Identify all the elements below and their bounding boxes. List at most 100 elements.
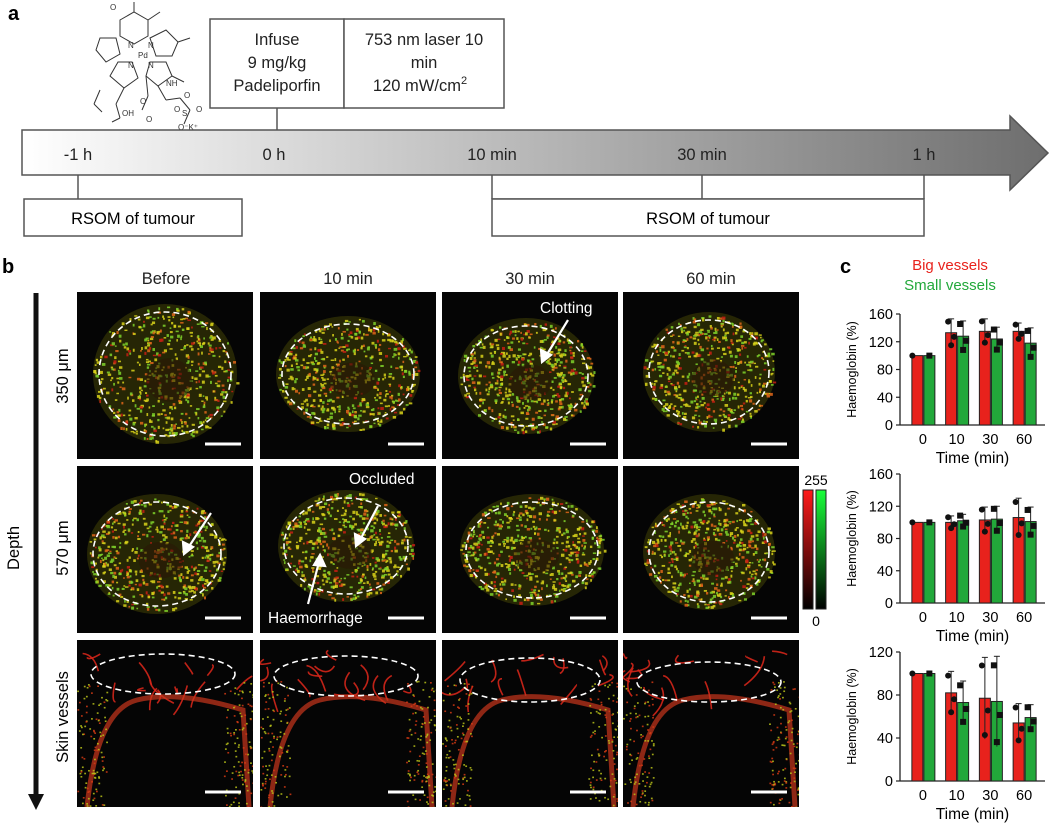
row-label-570um: 570 μm bbox=[54, 520, 72, 575]
image-grid bbox=[77, 292, 799, 807]
data-point bbox=[996, 711, 1003, 718]
atom-label: O bbox=[110, 3, 116, 12]
y-tick-label: 160 bbox=[869, 307, 893, 323]
data-point bbox=[963, 519, 970, 526]
x-axis-label: Time (min) bbox=[936, 450, 1009, 467]
annotation-clotting: Clotting bbox=[540, 300, 593, 317]
structure-atom-labels: N N N N Pd O O NH OH O O S O O O⁻K⁺ bbox=[110, 3, 202, 132]
x-tick-label: 30 bbox=[982, 788, 998, 804]
panel-c-letter: c bbox=[840, 256, 851, 278]
infuse-line-3: Padeliporfin bbox=[233, 77, 320, 95]
data-point bbox=[978, 318, 985, 325]
column-header-10min: 10 min bbox=[323, 270, 373, 288]
data-point bbox=[984, 332, 991, 339]
x-tick-label: 0 bbox=[919, 610, 927, 626]
bar-small-vessels bbox=[923, 521, 936, 604]
timeline-label-1h: 1 h bbox=[913, 146, 936, 164]
data-point bbox=[948, 709, 955, 716]
y-tick-label: 120 bbox=[869, 645, 893, 661]
data-point bbox=[951, 333, 958, 340]
data-point bbox=[1024, 506, 1031, 513]
data-point bbox=[981, 339, 988, 346]
bar-chart: 0 40 80 120 Haemoglobin (%) Time (min) 0 10 30 60 bbox=[845, 645, 1045, 823]
data-point bbox=[1024, 704, 1031, 711]
data-point bbox=[909, 670, 916, 677]
data-point bbox=[1015, 531, 1022, 538]
data-point bbox=[963, 337, 970, 344]
data-point bbox=[984, 520, 991, 527]
y-tick-label: 120 bbox=[869, 499, 893, 515]
bar-chart: 0 40 80 120 160 Haemoglobin (%) Time (min) 0 10 3… bbox=[845, 307, 1045, 467]
rsom-image-tile bbox=[77, 466, 253, 633]
atom-label: O⁻K⁺ bbox=[178, 123, 198, 132]
data-point bbox=[1027, 353, 1034, 360]
x-tick-label: 60 bbox=[1016, 432, 1032, 448]
y-tick-label: 80 bbox=[877, 532, 893, 548]
y-tick-label: 80 bbox=[877, 688, 893, 704]
laser-line-3: 120 mW/cm2 bbox=[373, 75, 467, 95]
depth-label: Depth bbox=[5, 526, 23, 570]
x-tick-label: 60 bbox=[1016, 610, 1032, 626]
x-tick-label: 0 bbox=[919, 432, 927, 448]
rsom-image-tile bbox=[442, 640, 618, 807]
x-tick-label: 60 bbox=[1016, 788, 1032, 804]
y-axis-label: Haemoglobin (%) bbox=[845, 490, 859, 587]
row-label-skin-vessels: Skin vessels bbox=[54, 671, 72, 763]
rsom-image-tile bbox=[260, 292, 436, 459]
laser-box bbox=[343, 18, 505, 109]
legend-big-vessels: Big vessels bbox=[912, 257, 988, 274]
rsom-label-left: RSOM of tumour bbox=[71, 210, 195, 228]
annotation-occluded: Occluded bbox=[349, 471, 414, 488]
laser-line-1: 753 nm laser 10 bbox=[365, 31, 483, 49]
bar-chart: 0 40 80 120 160 Haemoglobin (%) Time (min) 0 10 3… bbox=[845, 467, 1045, 645]
roi-dashed-ellipse bbox=[648, 319, 770, 425]
data-point bbox=[948, 342, 955, 349]
data-point bbox=[1012, 704, 1019, 711]
data-point bbox=[1018, 725, 1025, 732]
data-point bbox=[1015, 737, 1022, 744]
data-point bbox=[1027, 531, 1034, 538]
data-point bbox=[957, 512, 964, 519]
x-tick-label: 10 bbox=[949, 788, 965, 804]
data-point bbox=[1015, 335, 1022, 342]
rsom-image-tile bbox=[260, 466, 436, 633]
y-tick-label: 120 bbox=[869, 335, 893, 351]
column-header-60min: 60 min bbox=[686, 270, 736, 288]
rsom-image-tile bbox=[260, 640, 436, 807]
data-point bbox=[926, 352, 933, 359]
data-point bbox=[945, 514, 952, 521]
rsom-image-tile bbox=[623, 640, 799, 807]
y-tick-label: 0 bbox=[885, 774, 893, 790]
data-point bbox=[993, 739, 1000, 746]
data-point bbox=[978, 662, 985, 669]
bar-big-vessels bbox=[911, 355, 924, 426]
colorbar-max-label: 255 bbox=[804, 472, 828, 488]
roi-dashed-ellipse bbox=[90, 653, 236, 695]
bar-big-vessels bbox=[911, 521, 924, 604]
data-point bbox=[996, 339, 1003, 346]
roi-dashed-ellipse bbox=[281, 323, 415, 425]
bar-big-vessels bbox=[1012, 330, 1025, 426]
y-tick-label: 0 bbox=[885, 596, 893, 612]
atom-label: O bbox=[140, 97, 146, 106]
infuse-line-2: 9 mg/kg bbox=[248, 54, 307, 72]
atom-label: S bbox=[182, 109, 187, 118]
x-tick-label: 0 bbox=[919, 788, 927, 804]
data-point bbox=[1030, 522, 1037, 529]
data-point bbox=[957, 320, 964, 327]
timeline-label-minus1h: -1 h bbox=[64, 146, 92, 164]
rsom-image-tile bbox=[442, 292, 618, 459]
padeliporfin-structure bbox=[93, 2, 191, 125]
atom-label: O bbox=[174, 105, 180, 114]
x-tick-label: 30 bbox=[982, 432, 998, 448]
bar-small-vessels bbox=[957, 520, 970, 604]
bar-charts: 0 40 80 120 160 Haemoglobin (%) Time (min) 0 10 3… bbox=[845, 307, 1045, 823]
panel-a-letter: a bbox=[8, 3, 20, 25]
timeline-label-30min: 30 min bbox=[677, 146, 727, 164]
roi-dashed-ellipse bbox=[273, 655, 419, 697]
data-point bbox=[948, 525, 955, 532]
rsom-image-tile bbox=[442, 466, 618, 633]
colorbar-green bbox=[815, 489, 827, 610]
x-tick-label: 10 bbox=[949, 610, 965, 626]
data-point bbox=[1012, 499, 1019, 506]
